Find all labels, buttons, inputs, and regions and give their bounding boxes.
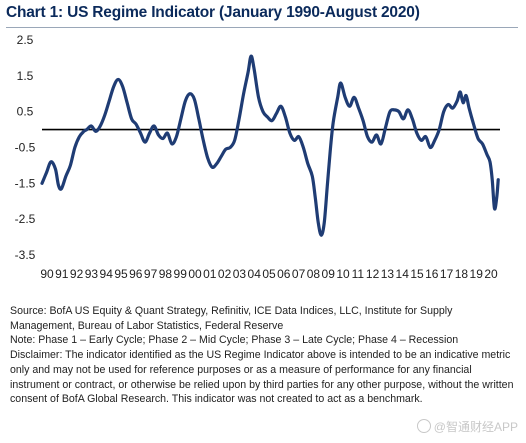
y-tick-label: -3.5 [15,248,36,262]
x-tick-label: 11 [352,267,365,281]
x-tick-label: 17 [440,267,454,281]
x-tick-label: 03 [233,267,247,281]
x-tick-label: 10 [336,267,350,281]
x-tick-label: 95 [114,267,128,281]
regime-indicator-chart: 2.5 1.5 0.5 -0.5 -1.5 -2.5 -3.5 90 91 92 93 94 95 96… [15,33,500,281]
y-axis: 2.5 1.5 0.5 -0.5 -1.5 -2.5 -3.5 [15,33,36,262]
watermark: @智通财经APP [416,418,518,435]
chart-notes: Source: BofA US Equity & Quant Strategy,… [10,304,518,407]
y-tick-label: 1.5 [17,69,34,83]
x-tick-label: 12 [366,267,380,281]
x-tick-label: 06 [277,267,291,281]
x-tick-label: 15 [410,267,424,281]
y-tick-label: 2.5 [17,33,34,47]
series-line [40,54,500,237]
x-tick-label: 94 [100,267,114,281]
x-tick-label: 09 [322,267,336,281]
y-tick-label: -2.5 [15,212,36,226]
x-tick-label: 02 [218,267,232,281]
watermark-text: @智通财经APP [433,420,518,434]
x-tick-label: 20 [484,267,498,281]
x-tick-label: 96 [129,267,143,281]
x-tick-label: 05 [262,267,276,281]
x-tick-label: 99 [174,267,188,281]
x-tick-label: 00 [188,267,202,281]
x-tick-label: 07 [292,267,306,281]
x-tick-label: 08 [307,267,321,281]
x-tick-label: 14 [396,267,410,281]
phase-note: Note: Phase 1 – Early Cycle; Phase 2 – M… [10,334,459,347]
x-tick-label: 18 [455,267,469,281]
disclaimer-note: Disclaimer: The indicator identified as … [10,349,514,406]
x-tick-label: 19 [470,267,484,281]
source-note: Source: BofA US Equity & Quant Strategy,… [10,305,453,332]
y-tick-label: -1.5 [15,176,36,190]
chart-title: Chart 1: US Regime Indicator (January 19… [6,4,420,21]
y-tick-label: 0.5 [17,105,34,119]
x-tick-label: 98 [159,267,173,281]
y-tick-label: -0.5 [15,141,36,155]
x-tick-label: 01 [203,267,217,281]
x-tick-label: 04 [248,267,262,281]
watermark-logo-icon [416,419,431,433]
x-tick-label: 16 [425,267,439,281]
x-tick-label: 93 [85,267,99,281]
x-tick-label: 13 [381,267,395,281]
x-tick-label: 90 [40,267,54,281]
title-divider [6,27,518,28]
x-axis: 90 91 92 93 94 95 96 97 98 99 00 01 02 03 04 05 06 07 08 09… [40,267,498,281]
x-tick-label: 97 [144,267,158,281]
x-tick-label: 92 [70,267,84,281]
x-tick-label: 91 [55,267,69,281]
